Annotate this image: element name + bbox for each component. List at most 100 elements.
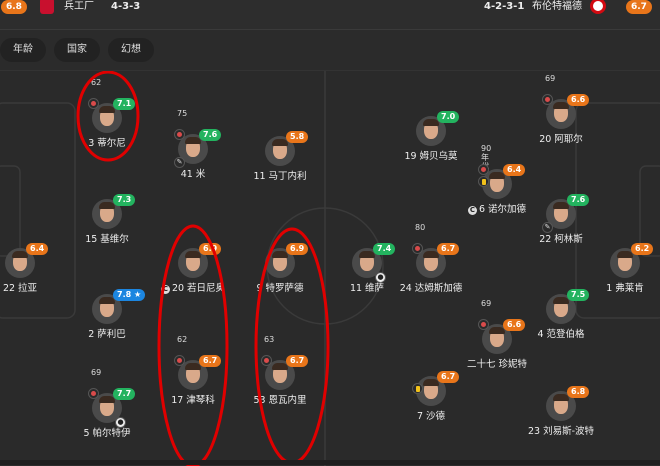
sub-out-icon	[88, 98, 99, 109]
filter-fantasy[interactable]: 幻想	[108, 38, 154, 62]
player-name: 41 米	[143, 169, 243, 181]
player-name: 22 柯林斯	[511, 234, 611, 246]
rating-badge: 7.0	[437, 111, 460, 123]
sub-out-icon	[412, 243, 423, 254]
player-name: 4 范登伯格	[511, 329, 611, 341]
rating-badge: 7.6	[199, 129, 222, 141]
player-name-text: 7 沙德	[416, 411, 446, 422]
bottom-bar	[0, 460, 660, 465]
rating-badge: 6.4	[26, 243, 49, 255]
rating-badge: 6.7	[437, 371, 460, 383]
player-name: 20 阿耶尔	[511, 134, 611, 146]
goal-ball-icon: ●	[375, 272, 386, 283]
rating-badge: 7.7	[113, 388, 136, 400]
player-name: 二十七 珍妮特	[447, 359, 547, 371]
rating-badge: 7.1	[113, 98, 136, 110]
rating-badge: 6.7	[286, 355, 309, 367]
rating-badge: 6.9	[286, 243, 309, 255]
player-name: 9 特罗萨德	[230, 283, 330, 295]
player-name: 15 基维尔	[57, 234, 157, 246]
rating-badge: 7.4	[373, 243, 396, 255]
player-name-text: 23 刘易斯-波特	[527, 426, 595, 437]
home-formation: 4-3-3	[111, 1, 141, 12]
player-name-text: 22 拉亚	[2, 283, 38, 294]
sub-out-icon	[478, 164, 489, 175]
player-name-text: 二十七 珍妮特	[466, 359, 528, 370]
player-name: 17 津琴科	[143, 395, 243, 407]
sub-out-icon	[174, 355, 185, 366]
player-name-text: 24 达姆斯加德	[399, 283, 463, 294]
player-name-text: 22 柯林斯	[539, 234, 583, 245]
player-avatar	[546, 294, 576, 324]
player-name: 3 蒂尔尼	[57, 138, 157, 150]
player-name-text: 53 恩瓦内里	[253, 395, 307, 406]
sub-out-icon	[542, 94, 553, 105]
rating-badge: 6.6	[503, 319, 526, 331]
goal-ball-icon: ●	[115, 417, 126, 428]
player-avatar	[265, 136, 295, 166]
substitution-minute: 69	[545, 74, 556, 83]
away-formation: 4-2-3-1	[484, 1, 525, 12]
player-name-text: 15 基维尔	[85, 234, 129, 245]
player-name: 53 恩瓦内里	[230, 395, 330, 407]
substitution-minute: 69	[481, 299, 492, 308]
home-team-name[interactable]: 兵工厂	[64, 1, 94, 12]
sub-out-icon	[88, 388, 99, 399]
sub-out-icon	[174, 129, 185, 140]
yellow-card-icon	[478, 176, 489, 187]
rating-badge: 6.8	[567, 386, 590, 398]
pitch: 7.1 62 3 蒂尔尼 7.6 75 ✎ 41 米 5.8 11 马丁内利 7.3 15 基维尔 6…	[0, 70, 660, 466]
player-avatar	[482, 324, 512, 354]
rating-badge: 6.7	[199, 355, 222, 367]
player-name: 5 帕尔特伊	[57, 428, 157, 440]
player-name-text: 1 弗莱肯	[606, 283, 644, 294]
player-name-text: 11 维萨	[349, 283, 385, 294]
match-header: 6.8 兵工厂 4-3-3 4-2-3-1 布伦特福德 6.7	[0, 0, 660, 30]
player-name-text: 3 蒂尔尼	[88, 138, 126, 149]
player-name: 11 马丁内利	[230, 171, 330, 183]
player-name: 19 姆贝乌莫	[381, 151, 481, 163]
filter-chips: 年龄 国家 幻想	[0, 38, 154, 62]
sub-out-icon	[478, 319, 489, 330]
rating-badge: 6.9	[199, 243, 222, 255]
player-name-text: 17 津琴科	[171, 395, 215, 406]
substitution-minute: 69	[91, 368, 102, 377]
player-name: 7 沙德	[381, 411, 481, 423]
captain-icon: C	[467, 206, 477, 215]
arsenal-crest-icon	[40, 0, 54, 14]
substitution-minute: 75	[177, 109, 188, 118]
rating-badge: 7.5	[567, 289, 590, 301]
player-name: 1 弗莱肯	[575, 283, 660, 295]
rating-badge: 5.8	[286, 131, 309, 143]
player-name-text: 6 诺尔加德	[478, 204, 527, 215]
player-name-text: 5 帕尔特伊	[83, 428, 131, 439]
brentford-crest-icon	[590, 0, 606, 14]
away-team-name[interactable]: 布伦特福德	[532, 1, 582, 12]
yellow-card-icon	[412, 383, 423, 394]
filter-age[interactable]: 年龄	[0, 38, 46, 62]
assist-boot-icon: ✎	[542, 222, 553, 233]
player-name: C 20 若日尼奥	[143, 283, 243, 295]
player-name-text: 11 马丁内利	[253, 171, 307, 182]
rating-badge: 6.4	[503, 164, 526, 176]
rating-badge: 7.6	[567, 194, 590, 206]
player-name: 22 拉亚	[0, 283, 70, 295]
filter-country[interactable]: 国家	[54, 38, 100, 62]
sub-out-icon	[261, 355, 272, 366]
substitution-minute: 62	[177, 335, 188, 344]
rating-badge: 6.6	[567, 94, 590, 106]
substitution-minute: 62	[91, 78, 102, 87]
player-name: 11 维萨	[317, 283, 417, 295]
player-name-text: 20 阿耶尔	[539, 134, 583, 145]
player-name: 23 刘易斯-波特	[511, 426, 611, 438]
captain-icon: C	[160, 285, 170, 294]
player-name-text: 20 若日尼奥	[171, 283, 226, 294]
player-name-text: 9 特罗萨德	[256, 283, 304, 294]
rating-badge: 6.7	[437, 243, 460, 255]
player-name-text: 4 范登伯格	[537, 329, 585, 340]
player-name-text: 41 米	[180, 169, 206, 180]
rating-badge: 7.8 ★	[113, 289, 146, 301]
home-team-rating: 6.8	[1, 0, 27, 14]
player-avatar	[92, 294, 122, 324]
